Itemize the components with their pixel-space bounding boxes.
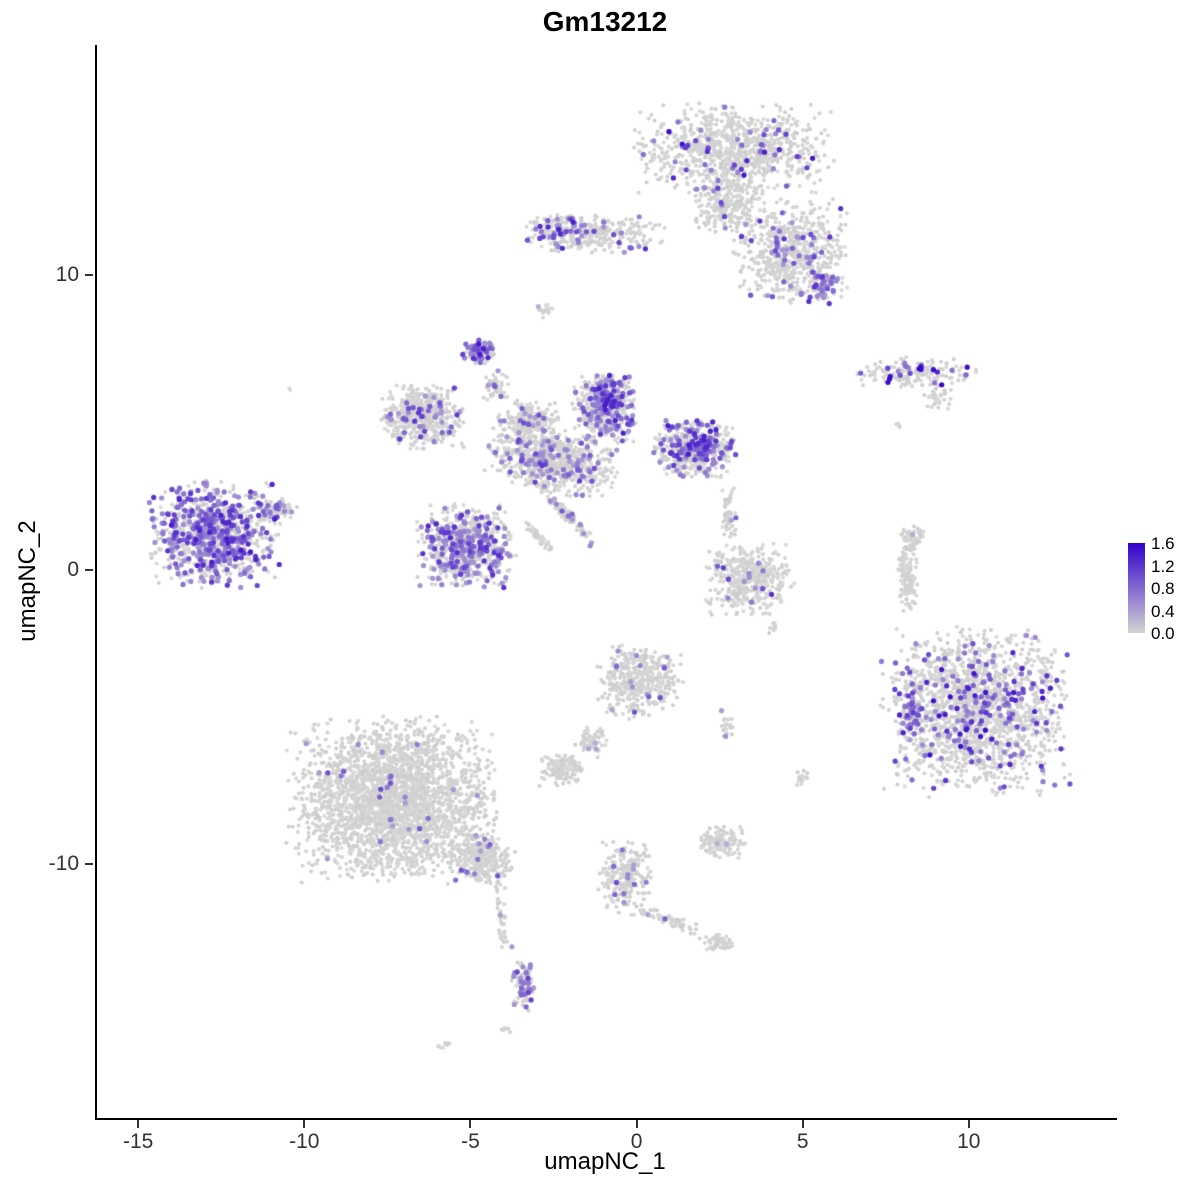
legend-tick-label: 0.0 bbox=[1151, 624, 1175, 643]
y-tick-mark bbox=[85, 568, 93, 571]
x-axis-label: umapNC_1 bbox=[544, 1148, 666, 1175]
x-tick-mark bbox=[469, 1120, 472, 1128]
scatter-canvas bbox=[97, 45, 1117, 1118]
x-tick-label: 5 bbox=[796, 1130, 809, 1153]
y-tick-label: -10 bbox=[48, 852, 79, 876]
x-tick-mark bbox=[635, 1120, 638, 1128]
x-tick-mark bbox=[303, 1120, 306, 1128]
legend-tick-label: 0.8 bbox=[1151, 579, 1175, 598]
legend-tick-label: 1.2 bbox=[1151, 556, 1175, 576]
legend-tick-label: 0.4 bbox=[1151, 601, 1175, 621]
plot-title: Gm13212 bbox=[542, 6, 668, 37]
x-tick-mark bbox=[137, 1120, 140, 1128]
x-tick-mark bbox=[967, 1120, 970, 1128]
x-tick-label: -5 bbox=[461, 1130, 480, 1153]
y-tick-mark bbox=[85, 273, 93, 276]
x-tick-label: -15 bbox=[123, 1130, 154, 1153]
x-tick-mark bbox=[801, 1120, 804, 1128]
y-axis-label: umapNC_2 bbox=[14, 520, 41, 642]
x-tick-label: -10 bbox=[289, 1130, 320, 1153]
y-tick-label: 10 bbox=[55, 262, 79, 286]
x-tick-label: 0 bbox=[630, 1130, 643, 1153]
legend-tick-label: 1.6 bbox=[1151, 534, 1175, 553]
y-tick-label: 0 bbox=[67, 557, 79, 581]
y-tick-mark bbox=[85, 863, 93, 866]
x-tick-label: 10 bbox=[957, 1130, 981, 1153]
legend-gradient-bar bbox=[1128, 543, 1145, 633]
plot-area bbox=[95, 45, 1117, 1120]
